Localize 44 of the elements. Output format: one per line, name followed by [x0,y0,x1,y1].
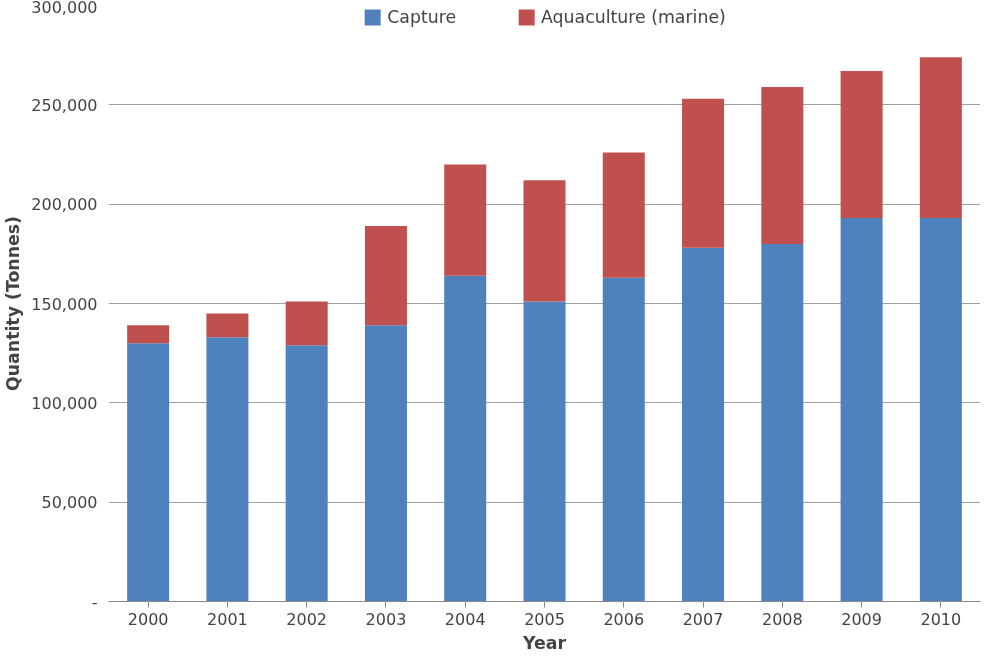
bar [364,226,407,326]
bar [444,164,487,276]
x-tick-label: 2006 [603,609,645,629]
bar [602,277,645,602]
bar [919,218,962,602]
x-axis-title: Year [522,632,567,653]
x-tick-label: 2000 [127,609,169,629]
bar [364,325,407,602]
x-tick-label: 2005 [524,609,565,629]
y-tick-label: 50,000 [41,493,98,513]
x-tick-label: 2008 [761,609,803,629]
bar [761,243,804,602]
bar [285,345,328,602]
bar [206,337,249,602]
bar [523,180,566,302]
x-tick-label: 2007 [682,609,724,629]
y-tick-label: 150,000 [31,294,98,314]
bar [127,343,170,602]
bar [127,325,170,344]
y-tick-label: 200,000 [31,195,98,215]
bar [919,57,962,219]
y-tick-label: 100,000 [31,393,98,413]
y-tick-label: 250,000 [31,95,98,115]
bar [444,275,487,602]
bar [523,301,566,602]
bar [285,301,328,346]
legend-label: Aquaculture (marine) [541,7,726,27]
y-tick-label: - [91,592,98,612]
bar [682,247,725,602]
bar [206,313,249,338]
x-tick-label: 2004 [444,609,486,629]
bar [682,98,725,248]
bar [761,86,804,244]
bar [840,218,883,602]
y-axis-title: Quantity (Tonnes) [3,216,24,391]
legend-label: Capture [387,7,457,27]
bar [840,71,883,219]
x-tick-label: 2003 [365,609,407,629]
bar [602,152,645,278]
x-tick-label: 2001 [207,609,248,629]
y-tick-label: 300,000 [31,0,98,17]
x-tick-label: 2002 [286,609,328,629]
x-tick-label: 2009 [841,609,882,629]
x-tick-label: 2010 [920,609,962,629]
